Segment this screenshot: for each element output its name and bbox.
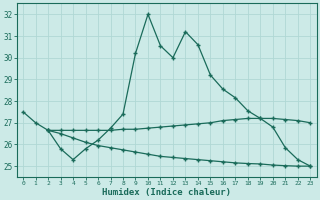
- X-axis label: Humidex (Indice chaleur): Humidex (Indice chaleur): [102, 188, 231, 197]
